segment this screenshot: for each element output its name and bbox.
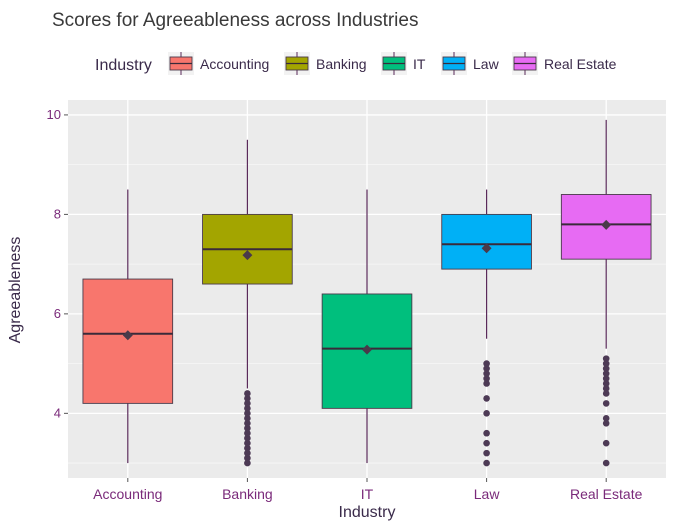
- legend-label: IT: [413, 56, 426, 72]
- x-tick-label: Law: [474, 486, 501, 502]
- chart-title: Scores for Agreeableness across Industri…: [52, 10, 418, 31]
- outlier-point: [483, 360, 490, 367]
- y-tick-label: 8: [54, 206, 61, 221]
- outlier-point: [602, 439, 610, 447]
- outlier-point: [244, 444, 251, 452]
- outlier-point: [602, 390, 610, 397]
- outlier-point: [244, 429, 251, 437]
- y-tick-label: 4: [54, 405, 61, 420]
- x-tick-label: Real Estate: [570, 486, 643, 502]
- legend-title: Industry: [95, 57, 152, 74]
- outlier-point: [602, 385, 610, 392]
- outlier-point: [244, 434, 251, 442]
- legend-label: Banking: [316, 56, 367, 72]
- outlier-point: [244, 449, 251, 457]
- outlier-point: [244, 454, 251, 462]
- outlier-point: [483, 459, 490, 467]
- outlier-point: [602, 375, 610, 382]
- outlier-point: [244, 395, 251, 402]
- legend-item-accounting: Accounting: [168, 52, 269, 75]
- x-axis: Accounting Banking IT Law Real Estate: [93, 478, 643, 502]
- legend-label: Accounting: [200, 56, 269, 72]
- outlier-point: [602, 459, 610, 467]
- legend-item-it: IT: [381, 52, 426, 75]
- outlier-point: [602, 419, 610, 427]
- legend-item-real-estate: Real Estate: [512, 52, 617, 75]
- legend-item-law: Law: [441, 52, 500, 75]
- outlier-point: [244, 415, 251, 422]
- box-iqr: [82, 278, 174, 404]
- x-axis-title: Industry: [339, 504, 396, 521]
- outlier-point: [602, 355, 610, 362]
- outlier-point: [483, 449, 490, 457]
- outlier-point: [244, 459, 251, 467]
- mean-marker: [362, 344, 372, 355]
- outlier-point: [483, 439, 490, 447]
- legend-label: Law: [473, 56, 500, 72]
- x-tick-label: IT: [361, 486, 374, 502]
- y-axis: 4 6 8 10: [47, 107, 68, 420]
- outlier-point: [483, 410, 490, 417]
- outlier-point: [602, 415, 610, 422]
- outlier-point: [483, 370, 490, 377]
- box-banking: [202, 139, 293, 467]
- box-it: [321, 189, 413, 464]
- outlier-point: [244, 405, 251, 412]
- y-tick-label: 6: [54, 306, 61, 321]
- outlier-point: [602, 400, 610, 407]
- legend-item-banking: Banking: [284, 52, 367, 75]
- outlier-point: [602, 370, 610, 377]
- outlier-point: [244, 424, 251, 432]
- outlier-point: [244, 419, 251, 427]
- box-real-estate: [560, 119, 652, 467]
- outlier-point: [602, 380, 610, 387]
- outlier-point: [244, 400, 251, 407]
- box-law: [441, 189, 532, 467]
- x-tick-label: Banking: [222, 486, 273, 502]
- mean-marker: [601, 219, 612, 230]
- mean-marker: [122, 330, 133, 341]
- x-tick-label: Accounting: [93, 486, 162, 502]
- outlier-point: [483, 365, 490, 372]
- outlier-point: [483, 395, 490, 402]
- outlier-point: [483, 429, 490, 437]
- mean-marker: [242, 250, 253, 261]
- outlier-point: [244, 439, 251, 447]
- legend: Industry Accounting Banking IT Law Real Esta…: [95, 52, 617, 75]
- outlier-point: [244, 390, 251, 397]
- outlier-point: [244, 410, 251, 417]
- outlier-point: [483, 375, 490, 382]
- y-axis-title: Agreeableness: [7, 237, 24, 344]
- box-iqr: [441, 213, 532, 270]
- y-tick-label: 10: [47, 107, 61, 122]
- outlier-point: [602, 365, 610, 372]
- outlier-point: [483, 380, 490, 387]
- box-accounting: [82, 189, 174, 464]
- legend-label: Real Estate: [544, 56, 617, 72]
- outlier-point: [602, 360, 610, 367]
- box-series: [82, 119, 652, 467]
- mean-marker: [481, 243, 492, 254]
